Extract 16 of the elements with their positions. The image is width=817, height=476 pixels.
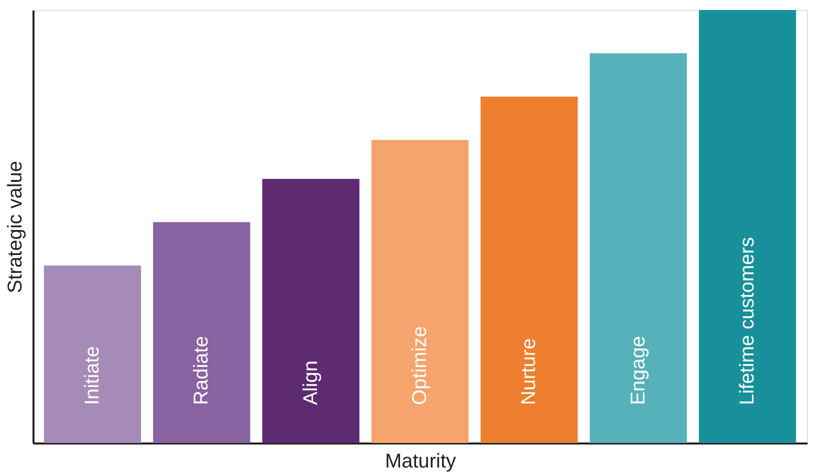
x-tick-label: Radiate [190, 336, 213, 405]
bar [371, 140, 469, 443]
x-tick-label: Optimize [409, 326, 431, 405]
bar [590, 53, 687, 443]
x-tick-label: Initiate [81, 346, 104, 405]
y-axis-title: Strategic value [4, 160, 26, 294]
x-tick-label: Nurture [518, 338, 540, 405]
x-axis-title: Maturity [384, 450, 456, 472]
bar [262, 178, 360, 443]
bar [698, 10, 796, 443]
bar [44, 265, 142, 443]
bar [480, 96, 578, 443]
x-tick-label: Align [300, 360, 322, 405]
x-tick-label: Lifetime customers [736, 237, 759, 405]
x-tick-label: Engage [627, 336, 650, 405]
bar [153, 222, 250, 443]
